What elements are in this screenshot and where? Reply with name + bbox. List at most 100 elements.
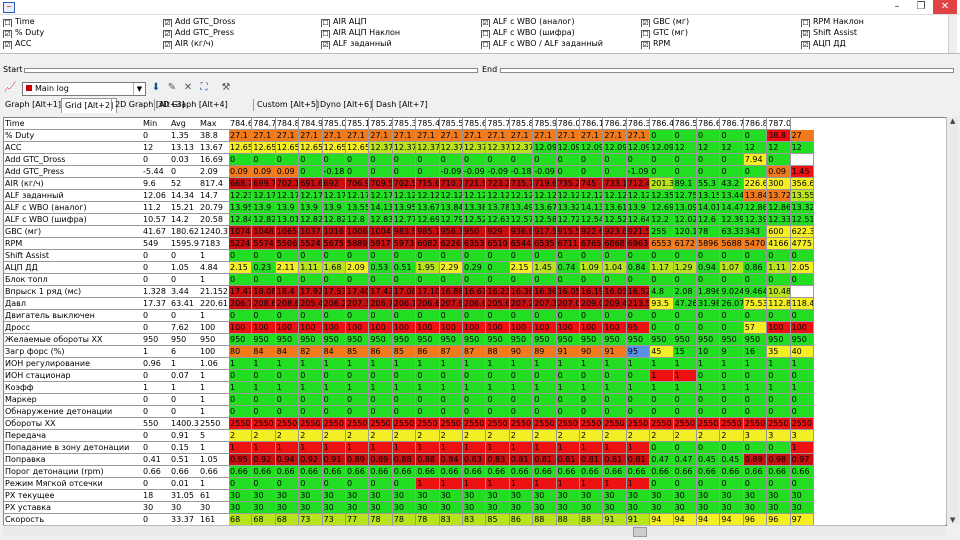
grid-cell[interactable]: 89.1: [673, 178, 697, 190]
grid-cell[interactable]: 30: [673, 502, 697, 514]
grid-cell[interactable]: 2550: [392, 418, 417, 430]
grid-cell[interactable]: 13.78: [486, 202, 510, 214]
grid-cell[interactable]: 12.65: [252, 142, 276, 154]
grid-cell[interactable]: 1: [626, 478, 651, 490]
grid-cell[interactable]: 52: [170, 178, 200, 190]
grid-cell[interactable]: 2: [626, 430, 651, 442]
grid-cell[interactable]: 0: [369, 154, 393, 166]
grid-cell[interactable]: 0: [790, 478, 814, 490]
grid-cell[interactable]: 0: [486, 406, 510, 418]
grid-cell[interactable]: 1: [199, 370, 230, 382]
grid-cell[interactable]: 0: [142, 406, 171, 418]
column-header[interactable]: 785.181: [346, 118, 370, 130]
grid-cell[interactable]: 0: [392, 406, 417, 418]
grid-cell[interactable]: 0: [463, 394, 487, 406]
grid-cell[interactable]: -5.44: [142, 166, 171, 178]
grid-cell[interactable]: 12.12: [580, 190, 604, 202]
grid-cell[interactable]: 2.09: [199, 166, 230, 178]
checkbox-box[interactable]: ☑: [3, 30, 12, 38]
grid-cell[interactable]: 1: [346, 442, 370, 454]
grid-cell[interactable]: 0: [463, 406, 487, 418]
grid-cell[interactable]: 2550: [767, 418, 791, 430]
channel-checkbox[interactable]: ☑ Add GTC_Press: [163, 27, 234, 38]
grid-cell[interactable]: 0.81: [509, 454, 534, 466]
grid-cell[interactable]: 0: [626, 406, 651, 418]
grid-cell[interactable]: 6553: [650, 238, 674, 250]
channel-checkbox[interactable]: ☑ GBC (мг): [641, 16, 689, 27]
grid-cell[interactable]: 0: [275, 274, 300, 286]
grid-cell[interactable]: 0: [322, 274, 346, 286]
grid-cell[interactable]: 0: [650, 166, 674, 178]
grid-cell[interactable]: 16.056: [556, 286, 580, 298]
grid-cell[interactable]: 0: [486, 262, 510, 274]
grid-cell[interactable]: 13.09: [673, 202, 697, 214]
minimize-button[interactable]: –: [894, 1, 900, 12]
grid-cell[interactable]: 2550: [743, 418, 768, 430]
grid-cell[interactable]: 208.65: [275, 298, 300, 310]
grid-cell[interactable]: 12.65: [229, 142, 253, 154]
checkbox-box[interactable]: ☑: [801, 41, 810, 49]
scroll-thumb[interactable]: [633, 527, 647, 537]
grid-cell[interactable]: 0: [369, 166, 393, 178]
checkbox-box[interactable]: ☑: [641, 19, 650, 27]
grid-cell[interactable]: 6535: [533, 238, 557, 250]
grid-cell[interactable]: 12.84: [229, 214, 253, 226]
grid-cell[interactable]: 30: [697, 502, 721, 514]
grid-cell[interactable]: 712.4: [626, 178, 651, 190]
grid-cell[interactable]: 1: [533, 478, 557, 490]
grid-cell[interactable]: 0: [720, 370, 744, 382]
grid-cell[interactable]: 77: [346, 514, 370, 525]
grid-cell[interactable]: 5973: [392, 238, 417, 250]
grid-cell[interactable]: 100: [556, 322, 580, 334]
grid-cell[interactable]: 13.55: [790, 190, 814, 202]
grid-cell[interactable]: 1: [199, 250, 230, 262]
grid-cell[interactable]: 0: [767, 154, 791, 166]
grid-cell[interactable]: 2550: [650, 418, 674, 430]
row-label[interactable]: Режим Мягкой отсечки: [4, 478, 143, 490]
grid-cell[interactable]: 1: [199, 478, 230, 490]
grid-cell[interactable]: 12.37: [509, 142, 534, 154]
grid-cell[interactable]: 0.15: [170, 442, 200, 454]
grid-cell[interactable]: 950: [603, 334, 627, 346]
grid-cell[interactable]: 0: [556, 394, 580, 406]
grid-cell[interactable]: 12.8: [346, 214, 370, 226]
grid-cell[interactable]: 16.192: [580, 286, 604, 298]
log-select[interactable]: Main log ▼: [22, 82, 146, 96]
grid-cell[interactable]: 30: [229, 490, 253, 502]
grid-cell[interactable]: 30: [509, 502, 534, 514]
grid-cell[interactable]: 85: [486, 514, 510, 525]
grid-cell[interactable]: 1: [392, 382, 417, 394]
grid-cell[interactable]: 0.88: [392, 454, 417, 466]
grid-cell[interactable]: 950: [142, 334, 171, 346]
grid-cell[interactable]: 3: [743, 430, 768, 442]
grid-cell[interactable]: 0.53: [369, 262, 393, 274]
grid-cell[interactable]: 0.81: [580, 454, 604, 466]
tools-icon[interactable]: ⚒: [221, 82, 231, 93]
column-header[interactable]: 784.681: [229, 118, 253, 130]
row-label[interactable]: Маркер: [4, 394, 143, 406]
grid-cell[interactable]: 0: [673, 274, 697, 286]
grid-cell[interactable]: 27.1: [486, 130, 510, 142]
column-header[interactable]: 786.522: [673, 118, 697, 130]
grid-cell[interactable]: 94: [697, 514, 721, 525]
column-header[interactable]: 786.335: [626, 118, 651, 130]
grid-cell[interactable]: 950: [743, 334, 768, 346]
grid-cell[interactable]: 2550: [199, 418, 230, 430]
grid-cell[interactable]: 1: [486, 442, 510, 454]
grid-cell[interactable]: 38.8: [767, 130, 791, 142]
grid-cell[interactable]: 0.91: [170, 430, 200, 442]
edit-icon[interactable]: ✎: [167, 82, 177, 93]
grid-cell[interactable]: 0: [720, 310, 744, 322]
grid-cell[interactable]: 950: [346, 334, 370, 346]
grid-cell[interactable]: 721.5: [463, 178, 487, 190]
grid-cell[interactable]: 0: [346, 166, 370, 178]
grid-cell[interactable]: 0.66: [626, 466, 651, 478]
tab-2d-graph[interactable]: 2D Graph [Alt+3]: [115, 100, 185, 109]
grid-cell[interactable]: 88: [533, 514, 557, 525]
channel-checkbox[interactable]: ☑ ACC: [3, 38, 32, 49]
grid-cell[interactable]: 100: [533, 322, 557, 334]
grid-cell[interactable]: 0: [299, 154, 323, 166]
grid-cell[interactable]: 1: [199, 310, 230, 322]
grid-cell[interactable]: 94: [673, 514, 697, 525]
grid-cell[interactable]: 0: [252, 310, 276, 322]
